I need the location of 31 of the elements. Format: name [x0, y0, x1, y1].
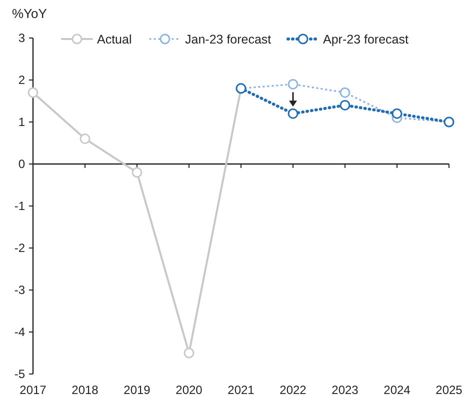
x-tick-label: 2019 — [124, 383, 151, 397]
y-tick-label: 1 — [18, 115, 26, 130]
y-tick-label: -4 — [14, 325, 26, 340]
y-tick-label: 0 — [18, 157, 26, 172]
x-tick-label: 2024 — [384, 383, 411, 397]
point — [132, 167, 142, 178]
legend-label: Actual — [97, 32, 132, 46]
x-tick-label: 2025 — [436, 383, 463, 397]
y-tick-label: 2 — [18, 73, 26, 88]
point — [288, 108, 298, 119]
point — [392, 108, 402, 119]
x-tick-label: 2022 — [280, 383, 307, 397]
point — [28, 87, 38, 98]
point — [340, 100, 350, 110]
legend-label: Apr-23 forecast — [323, 32, 409, 46]
y-axis-title: %YoY — [12, 6, 48, 21]
y-tick-label: -5 — [14, 367, 26, 382]
x-tick-label: 2018 — [72, 383, 99, 397]
x-tick-label: 2020 — [176, 383, 203, 397]
y-tick-label: -3 — [14, 283, 26, 298]
point — [288, 78, 298, 90]
point — [184, 348, 194, 358]
x-tick-label: 2021 — [228, 383, 255, 397]
x-tick-label: 2017 — [20, 383, 47, 397]
y-tick-label: -2 — [14, 241, 26, 256]
point — [340, 87, 350, 98]
y-tick-label: -1 — [14, 199, 26, 214]
point — [80, 134, 90, 144]
legend-label: Jan-23 forecast — [185, 32, 272, 46]
y-tick-label: 3 — [18, 31, 26, 46]
x-tick-label: 2023 — [332, 383, 359, 397]
